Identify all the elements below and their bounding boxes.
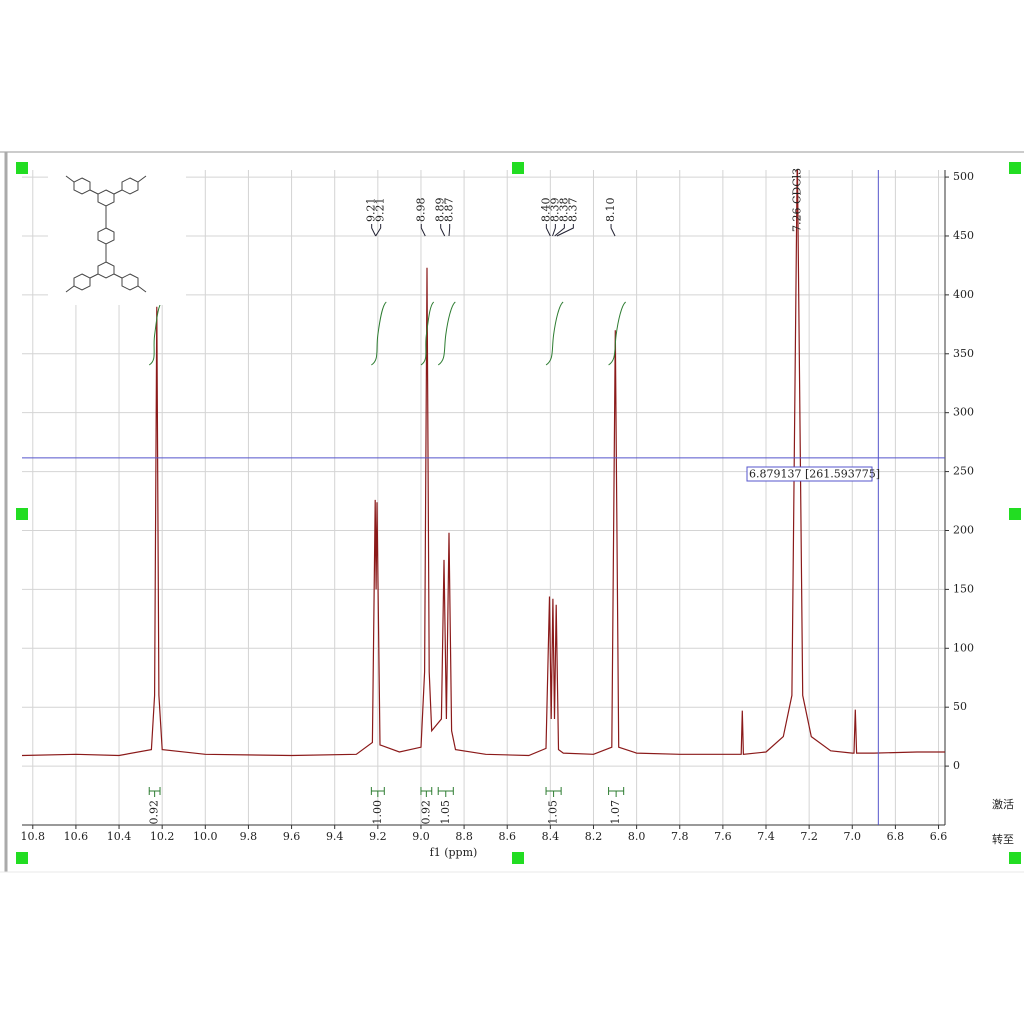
peak-label: 8.38 [557, 198, 570, 223]
peak-leader [371, 224, 377, 237]
resize-handle [512, 852, 524, 864]
x-tick-label: 7.8 [671, 830, 689, 843]
x-tick-label: 6.6 [930, 830, 948, 843]
peak-leader [552, 224, 556, 237]
x-tick-label: 7.6 [714, 830, 732, 843]
x-tick-label: 10.4 [107, 830, 132, 843]
x-tick-label: 8.2 [585, 830, 603, 843]
resize-handle [1009, 852, 1021, 864]
y-tick-label: 200 [953, 523, 974, 536]
y-tick-label: 300 [953, 406, 974, 419]
integral-label: 1.00 [371, 800, 384, 825]
peak-label: 8.40 [539, 198, 552, 223]
x-tick-label: 10.2 [150, 830, 175, 843]
integral-label: 1.05 [439, 800, 452, 825]
peak-leader [610, 224, 616, 237]
x-tick-label: 6.8 [887, 830, 905, 843]
peak-leader [556, 224, 574, 237]
peak-label: 9.21 [365, 198, 378, 223]
x-tick-label: 8.0 [628, 830, 646, 843]
integral-curve [148, 301, 163, 366]
integral-curve [437, 301, 456, 366]
peak-leader [375, 224, 382, 237]
y-tick-label: 450 [953, 229, 974, 242]
integral-curve [420, 301, 435, 366]
resize-handle [1009, 162, 1021, 174]
integral-bracket [420, 787, 433, 797]
integral-bracket [608, 787, 625, 797]
integral-curve [608, 301, 627, 366]
x-tick-label: 7.0 [844, 830, 862, 843]
peak-leader [545, 224, 551, 237]
integral-bracket [437, 787, 454, 797]
x-tick-label: 9.0 [412, 830, 430, 843]
resize-handle [16, 852, 28, 864]
integral-label: 0.92 [419, 800, 432, 825]
integral-bracket [370, 787, 385, 797]
x-tick-label: 8.8 [455, 830, 473, 843]
x-tick-label: 9.2 [369, 830, 387, 843]
integral-label: 0.92 [148, 800, 161, 825]
peak-label: 8.89 [434, 198, 447, 223]
x-tick-label: 9.4 [326, 830, 344, 843]
peak-label: 9.21 [374, 198, 387, 223]
x-tick-label: 9.6 [283, 830, 301, 843]
peak-label: 8.98 [414, 198, 427, 223]
integral-curve [371, 301, 387, 366]
x-tick-label: 10.0 [193, 830, 218, 843]
x-tick-label: 7.4 [757, 830, 775, 843]
peak-label: 8.87 [443, 198, 456, 223]
x-tick-label: 7.2 [800, 830, 818, 843]
spectrum-clip [22, 170, 945, 757]
x-tick-label: 8.4 [542, 830, 560, 843]
cursor-label-box [746, 466, 873, 482]
integral-bracket [545, 787, 562, 797]
y-tick-label: 500 [953, 170, 974, 183]
x-tick-label: 9.8 [240, 830, 258, 843]
peak-leader [554, 224, 565, 237]
y-tick-label: 100 [953, 641, 974, 654]
integral-curve [545, 301, 564, 366]
x-tick-label: 10.6 [64, 830, 89, 843]
peak-leader [440, 224, 446, 237]
integral-label: 1.05 [547, 800, 560, 825]
y-tick-label: 0 [953, 759, 960, 772]
resize-handle [1009, 508, 1021, 520]
cursor-label: 6.879137 [261.593775] [749, 468, 880, 481]
integral-bracket [148, 787, 161, 797]
resize-handle [16, 508, 28, 520]
x-axis-label: f1 (ppm) [430, 846, 478, 859]
resize-handle [512, 162, 524, 174]
watermark: 激活 [992, 797, 1014, 811]
watermark: 转至 [992, 832, 1014, 846]
resize-handle [16, 162, 28, 174]
peak-leader [420, 224, 426, 237]
peak-leader [448, 224, 451, 237]
x-tick-label: 10.8 [21, 830, 46, 843]
peak-label: 8.37 [566, 198, 579, 223]
y-tick-label: 350 [953, 347, 974, 360]
integral-label: 1.07 [609, 800, 622, 825]
peak-label: 8.39 [548, 198, 561, 223]
molecule [48, 165, 186, 305]
y-tick-label: 150 [953, 582, 974, 595]
y-tick-label: 250 [953, 465, 974, 478]
spectrum-line [22, 170, 945, 757]
x-tick-label: 8.6 [498, 830, 516, 843]
solvent-label: 7.26 CDCl3 [790, 168, 803, 232]
peak-label: 8.10 [604, 198, 617, 223]
y-tick-label: 400 [953, 288, 974, 301]
y-tick-label: 50 [953, 700, 967, 713]
